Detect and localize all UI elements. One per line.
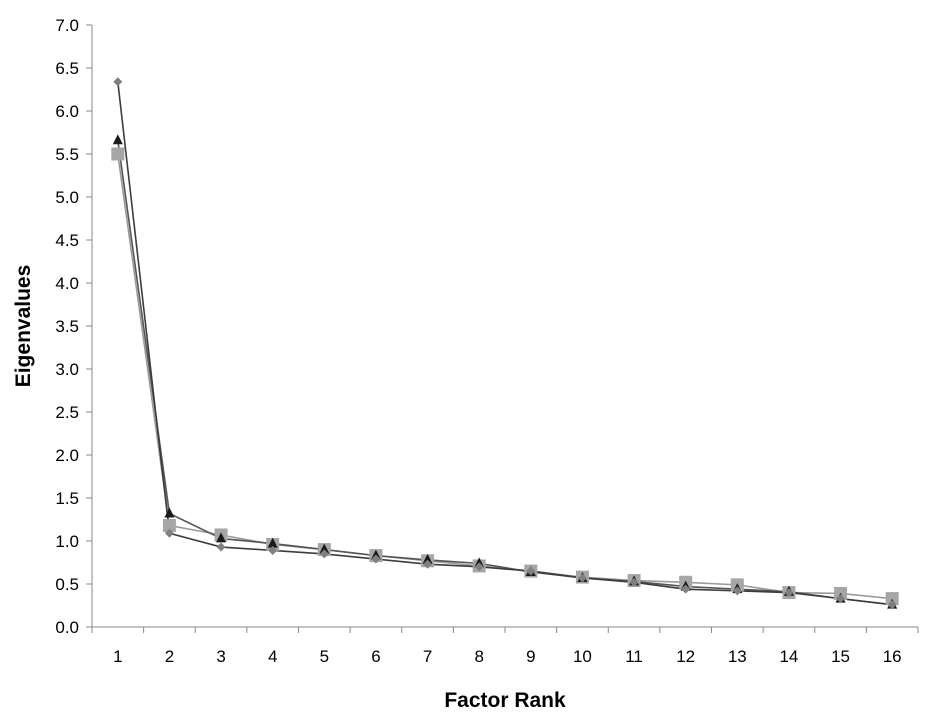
data-point-diamond	[268, 545, 278, 555]
x-tick-label: 12	[676, 647, 695, 666]
series-markers	[111, 77, 899, 610]
y-tick-label: 2.5	[55, 403, 79, 422]
y-tick-label: 0.0	[55, 618, 79, 637]
y-tick-label: 2.0	[55, 446, 79, 465]
data-point-diamond	[526, 566, 536, 576]
data-point-diamond	[164, 528, 174, 538]
x-tick-label: 13	[728, 647, 747, 666]
y-tick-label: 5.5	[55, 145, 79, 164]
x-tick-label: 9	[526, 647, 535, 666]
data-point-diamond	[681, 584, 691, 594]
y-tick-label: 6.0	[55, 102, 79, 121]
y-tick-label: 4.5	[55, 231, 79, 250]
x-tick-label: 6	[371, 647, 380, 666]
data-point-diamond	[887, 600, 897, 610]
x-tick-label: 2	[165, 647, 174, 666]
x-tick-label: 11	[625, 647, 643, 666]
data-point-triangle	[164, 507, 175, 518]
data-point-square	[162, 519, 176, 533]
y-tick-label: 5.0	[55, 188, 79, 207]
data-point-diamond	[319, 549, 329, 559]
series-line-triangle	[117, 140, 893, 606]
y-tick-label: 6.5	[55, 59, 79, 78]
series-lines	[117, 81, 893, 606]
data-point-triangle	[422, 553, 433, 564]
data-point-diamond	[732, 586, 742, 596]
x-tick-label: 14	[779, 647, 798, 666]
data-point-diamond	[629, 577, 639, 587]
data-point-diamond	[836, 594, 846, 604]
data-point-diamond	[423, 559, 433, 569]
data-point-square	[111, 147, 125, 161]
series-line-diamond	[117, 81, 893, 606]
x-ticks: 1 2 3 4 5 6 7 8 9 10 11 12 13 14 15 16	[91, 627, 919, 666]
x-tick-label: 1	[113, 647, 122, 666]
x-axis-title: Factor Rank	[444, 689, 566, 712]
data-point-diamond	[577, 573, 587, 583]
y-tick-label: 3.0	[55, 360, 79, 379]
data-point-diamond	[474, 562, 484, 572]
data-point-triangle	[216, 532, 227, 543]
data-point-triangle	[267, 537, 278, 548]
x-tick-label: 5	[320, 647, 329, 666]
y-tick-label: 1.5	[55, 489, 79, 508]
y-axis-title: Eigenvalues	[12, 265, 35, 388]
data-point-diamond	[784, 588, 794, 598]
y-tick-label: 3.5	[55, 317, 79, 336]
x-tick-label: 10	[573, 647, 592, 666]
x-tick-label: 7	[423, 647, 432, 666]
data-point-diamond	[113, 77, 123, 87]
data-point-square	[885, 592, 899, 606]
data-point-triangle	[319, 543, 330, 554]
x-tick-label: 4	[268, 647, 277, 666]
y-tick-label: 1.0	[55, 532, 79, 551]
y-ticks: 0.0 0.5 1.0 1.5 2.0 2.5 3.0 3.5 4.0 4.5 5.0 5.5 6.0 6…	[55, 16, 92, 637]
x-tick-label: 8	[474, 647, 483, 666]
data-point-triangle	[112, 134, 123, 145]
y-tick-label: 7.0	[55, 16, 79, 35]
data-point-diamond	[216, 542, 226, 552]
x-tick-label: 16	[883, 647, 902, 666]
y-tick-label: 4.0	[55, 274, 79, 293]
data-point-diamond	[371, 554, 381, 564]
y-tick-label: 0.5	[55, 575, 79, 594]
x-tick-label: 15	[831, 647, 850, 666]
series-line-square	[117, 153, 893, 600]
x-tick-label: 3	[216, 647, 225, 666]
